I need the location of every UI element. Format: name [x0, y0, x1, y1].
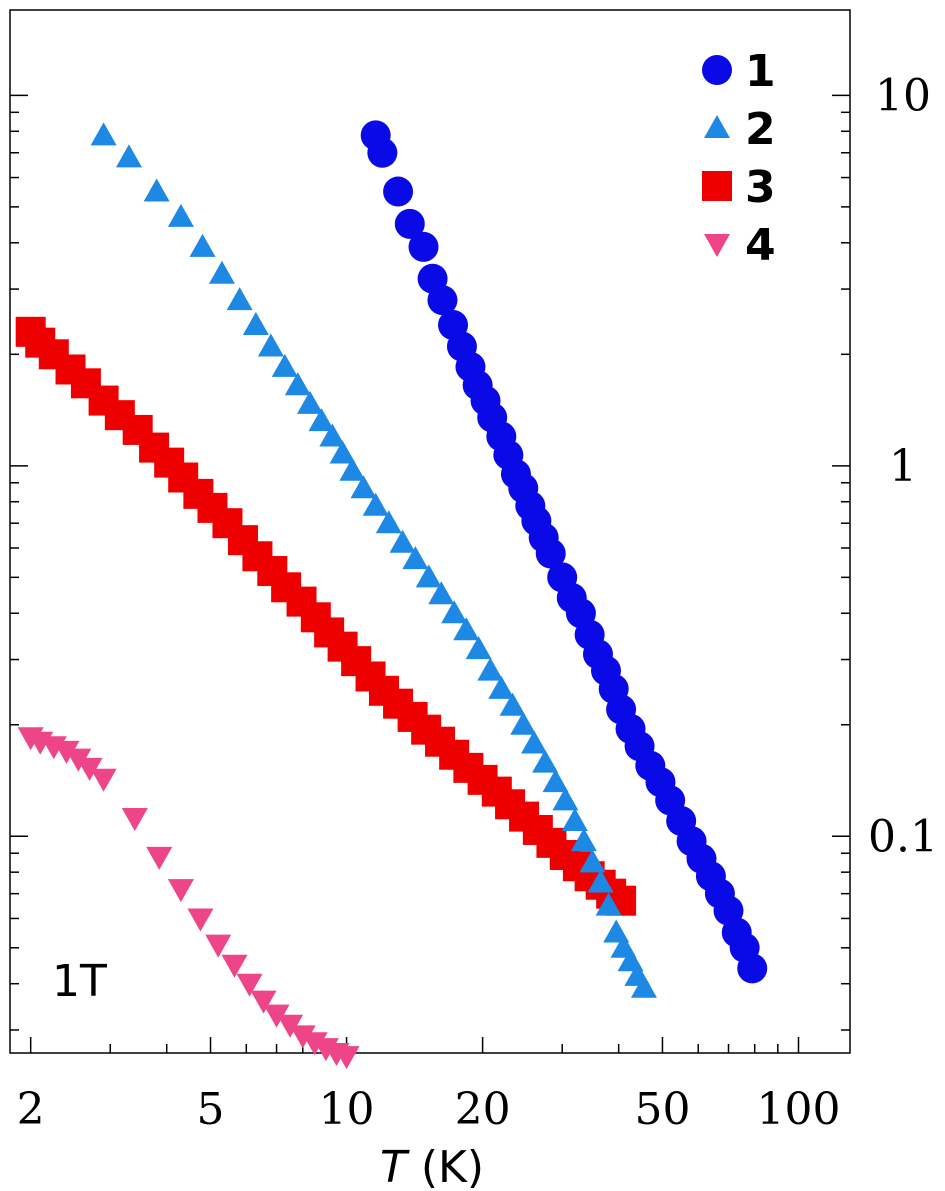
y-tick-labels: 10 1 0.1: [868, 70, 938, 862]
data-point: [561, 807, 588, 831]
x-axis-title-unit: (K): [407, 1142, 484, 1191]
data-point: [90, 768, 117, 792]
data-point: [329, 440, 356, 464]
data-point: [289, 1025, 316, 1049]
data-point: [226, 287, 253, 311]
series-4: [17, 727, 360, 1070]
data-point: [339, 457, 366, 481]
data-point: [394, 208, 425, 239]
x-tick-label: 100: [757, 1084, 841, 1135]
data-point: [221, 954, 248, 978]
legend-marker-3: [702, 171, 732, 201]
data-point: [488, 675, 515, 699]
data-point: [319, 423, 346, 447]
data-point: [242, 311, 269, 335]
data-point: [187, 908, 214, 932]
data-point: [167, 203, 194, 227]
data-point: [236, 973, 263, 997]
data-point: [301, 1032, 328, 1056]
x-tick-label: 10: [319, 1084, 375, 1135]
data-point: [250, 990, 277, 1014]
legend-marker-2: [704, 115, 730, 138]
data-point: [296, 390, 323, 414]
x-tick-label: 20: [455, 1084, 511, 1135]
data-point: [167, 879, 194, 903]
plot-frame: [9, 9, 851, 1054]
data-point: [115, 144, 142, 168]
x-tick-label: 2: [17, 1084, 45, 1135]
data-point: [428, 581, 455, 605]
y-tick-label: 0.1: [868, 811, 938, 862]
data-point: [277, 1014, 304, 1038]
data-point: [367, 137, 398, 168]
data-point: [552, 787, 579, 811]
data-point: [121, 808, 148, 832]
data-point: [402, 546, 429, 570]
data-point: [146, 846, 173, 870]
data-point: [383, 176, 414, 207]
x-axis-title-symbol: T: [380, 1142, 410, 1191]
axis-ticks: [10, 94, 850, 1053]
data-point: [90, 122, 117, 146]
data-point: [579, 849, 606, 873]
data-point: [570, 828, 597, 852]
legend-label: 3: [745, 162, 776, 213]
data-point: [532, 749, 559, 773]
data-point: [427, 285, 458, 316]
legend-label: 2: [745, 104, 776, 155]
data-point: [465, 636, 492, 660]
data-point: [453, 617, 480, 641]
data-point: [408, 231, 439, 262]
data-point: [521, 730, 548, 754]
data-point: [477, 657, 504, 681]
data-point: [595, 892, 622, 916]
series-1: [360, 120, 768, 984]
y-tick-label: 1: [889, 441, 917, 492]
series-3: [15, 316, 637, 916]
data-point: [208, 260, 235, 284]
legend: 1 2 3 4: [702, 46, 776, 271]
legend-label: 4: [745, 220, 776, 271]
series-2: [90, 122, 657, 998]
data-point: [53, 740, 80, 764]
x-tick-label: 50: [634, 1084, 690, 1135]
legend-marker-4: [704, 234, 730, 257]
data-point: [350, 475, 377, 499]
data-point: [263, 1004, 290, 1028]
data-point: [441, 600, 468, 624]
data-point: [630, 974, 657, 998]
legend-marker-1: [702, 55, 732, 85]
data-point: [308, 408, 335, 432]
data-point: [205, 934, 232, 958]
data-point: [389, 529, 416, 553]
data-point: [587, 869, 614, 893]
data-marks: [15, 120, 768, 1070]
data-point: [76, 757, 103, 781]
data-point: [375, 510, 402, 534]
x-tick-label: 5: [197, 1084, 225, 1135]
y-tick-label: 10: [875, 70, 931, 121]
x-axis-title: T (K): [380, 1142, 484, 1191]
data-point: [510, 711, 537, 735]
data-point: [362, 492, 389, 516]
data-point: [499, 692, 526, 716]
data-point: [535, 538, 566, 569]
data-point: [271, 353, 298, 377]
data-point: [189, 233, 216, 257]
data-point: [737, 953, 768, 984]
data-point: [284, 372, 311, 396]
data-point: [542, 769, 569, 793]
x-tick-labels: 2 5 10 20 50 100: [17, 1084, 841, 1135]
annotation-field: 1T: [52, 956, 107, 1007]
legend-label: 1: [745, 46, 776, 97]
data-point: [333, 1046, 360, 1070]
data-point: [143, 178, 170, 202]
data-point: [257, 333, 284, 357]
data-point: [415, 564, 442, 588]
